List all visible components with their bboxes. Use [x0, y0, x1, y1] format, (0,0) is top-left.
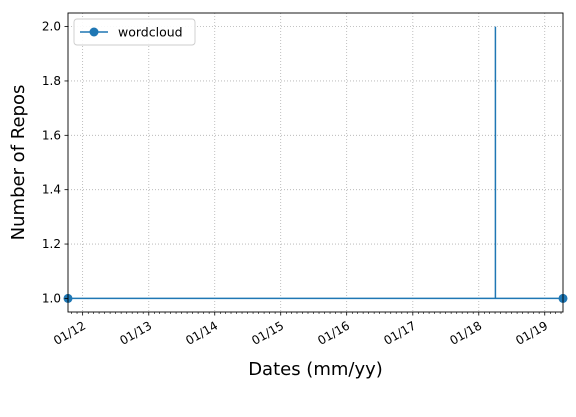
y-tick-label: 1.6: [42, 128, 61, 142]
y-tick-label: 2.0: [42, 20, 61, 34]
y-axis-ticks: 1.0 1.2 1.4 1.6 1.8 2.0: [42, 20, 68, 305]
legend-series-label: wordcloud: [118, 25, 183, 40]
y-tick-label: 1.2: [42, 237, 61, 251]
grid-lines: [68, 13, 563, 312]
plot-area: [68, 13, 563, 312]
y-axis-label: Number of Repos: [8, 85, 29, 241]
y-tick-label: 1.8: [42, 74, 61, 88]
x-axis-label: Dates (mm/yy): [248, 359, 383, 380]
legend-series-marker: [89, 27, 99, 37]
legend: wordcloud: [73, 18, 196, 46]
y-tick-label: 1.4: [42, 183, 61, 197]
plot-frame: [67, 12, 564, 313]
series-line: [68, 26, 563, 300]
y-tick-label: 1.0: [42, 291, 61, 305]
legend-box: [73, 18, 196, 46]
